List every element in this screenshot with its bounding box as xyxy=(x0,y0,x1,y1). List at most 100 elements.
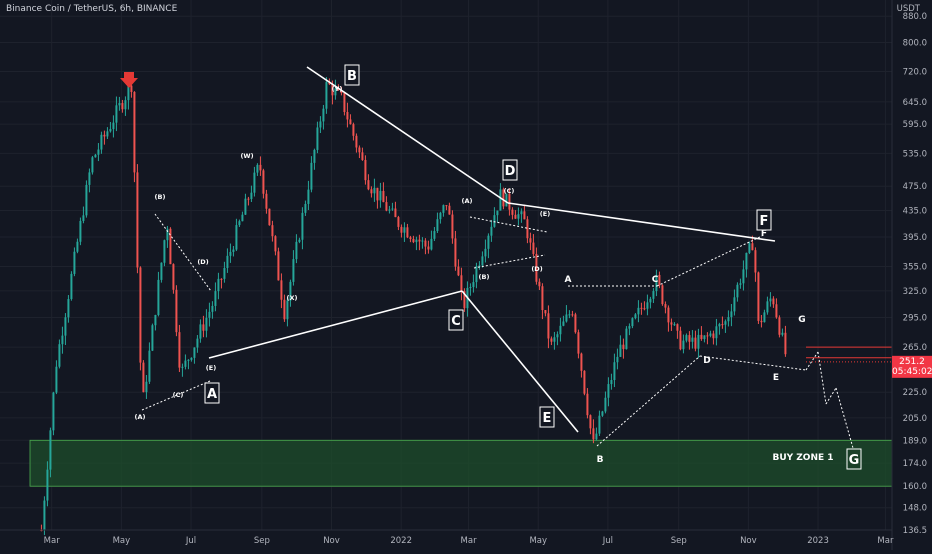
candle-body xyxy=(55,366,58,393)
candle-body xyxy=(397,217,400,227)
candle-body xyxy=(229,251,232,256)
wave-label-minor: B xyxy=(597,455,604,465)
wave-label-minor: (A) xyxy=(462,197,473,205)
wave-label-minor: (B) xyxy=(479,273,490,281)
wave-path xyxy=(656,235,763,287)
wave-path xyxy=(817,351,827,405)
price-tick-label: 435.0 xyxy=(903,206,927,216)
candle-body xyxy=(46,469,49,501)
candle-body xyxy=(346,112,349,120)
candle-body xyxy=(121,103,124,110)
time-tick-label: May xyxy=(113,536,131,546)
wave-box xyxy=(539,406,555,428)
candle-body xyxy=(715,326,718,339)
candle-body xyxy=(742,269,745,284)
candle-body xyxy=(82,215,85,221)
candle-body xyxy=(349,119,352,125)
candle-body xyxy=(148,350,151,382)
candle-body xyxy=(520,211,523,215)
wave-label-minor: (A) xyxy=(135,413,146,421)
candle-body xyxy=(103,134,106,137)
candle-body xyxy=(625,328,628,350)
time-tick-label: Jul xyxy=(185,536,196,546)
price-tick-label: 174.0 xyxy=(903,459,927,469)
candle-body xyxy=(277,251,280,281)
candle-body xyxy=(700,334,703,340)
price-tick-label: 880.0 xyxy=(903,12,927,22)
candle-body xyxy=(343,92,346,113)
trendline xyxy=(507,202,776,242)
candle-body xyxy=(586,393,589,416)
candle-body xyxy=(364,159,367,181)
candle-body xyxy=(235,225,238,250)
candle-body xyxy=(175,289,178,333)
time-tick-label: 2022 xyxy=(390,536,412,546)
candle-body xyxy=(709,333,712,336)
candle-body xyxy=(763,312,766,323)
candle-body xyxy=(589,415,592,429)
candle-body xyxy=(649,298,652,303)
candle-body xyxy=(388,209,391,211)
wave-label-major: A xyxy=(207,387,217,402)
candle-body xyxy=(130,85,133,92)
price-tick-label: 355.0 xyxy=(903,262,927,272)
candle-body xyxy=(760,320,763,323)
candle-body xyxy=(478,265,481,267)
time-tick-label: May xyxy=(529,536,547,546)
candle-body xyxy=(679,330,682,350)
candle-body xyxy=(559,325,562,335)
candle-body xyxy=(640,307,643,309)
candle-body xyxy=(748,243,751,253)
wave-path xyxy=(699,355,807,371)
price-tick-label: 160.0 xyxy=(903,482,927,492)
price-unit: USDT xyxy=(896,4,920,14)
candles xyxy=(40,77,787,536)
candle-body xyxy=(514,214,517,219)
price-tick-label: 265.0 xyxy=(903,343,927,353)
candle-body xyxy=(562,321,565,326)
candle-body xyxy=(739,283,742,285)
candle-body xyxy=(58,344,61,367)
candle-body xyxy=(133,91,136,173)
candle-body xyxy=(532,242,535,254)
candle-body xyxy=(517,214,520,219)
time-tick-label: Mar xyxy=(44,536,61,546)
candle-body xyxy=(676,324,679,331)
candle-body xyxy=(673,324,676,326)
candle-body xyxy=(340,90,343,93)
candle-body xyxy=(508,193,511,210)
candle-body xyxy=(430,238,433,250)
candle-body xyxy=(124,100,127,110)
candle-body xyxy=(352,124,355,136)
last-price-countdown: 05:45:02 xyxy=(892,366,932,377)
candle-body xyxy=(691,337,694,342)
candle-body xyxy=(511,209,514,215)
time-tick-label: Jul xyxy=(602,536,613,546)
candle-body xyxy=(634,314,637,319)
candle-body xyxy=(631,318,634,327)
candle-body xyxy=(376,187,379,201)
candle-body xyxy=(316,127,319,150)
candle-body xyxy=(382,190,385,203)
wave-path xyxy=(141,380,211,411)
candle-body xyxy=(250,192,253,200)
candle-body xyxy=(757,272,760,321)
wave-drawings xyxy=(120,66,892,449)
candle-body xyxy=(400,226,403,233)
candle-body xyxy=(370,189,373,194)
candle-body xyxy=(379,190,382,201)
wave-label-major: B xyxy=(347,69,357,84)
candle-body xyxy=(166,228,169,241)
candle-body xyxy=(442,205,445,213)
candle-body xyxy=(553,337,556,342)
wave-path xyxy=(154,213,212,292)
time-tick-label: 2023 xyxy=(807,536,829,546)
candle-body xyxy=(142,362,145,393)
wave-label-minor: (D) xyxy=(531,265,542,273)
trendline xyxy=(208,290,463,359)
candle-body xyxy=(745,252,748,270)
candle-body xyxy=(406,227,409,238)
